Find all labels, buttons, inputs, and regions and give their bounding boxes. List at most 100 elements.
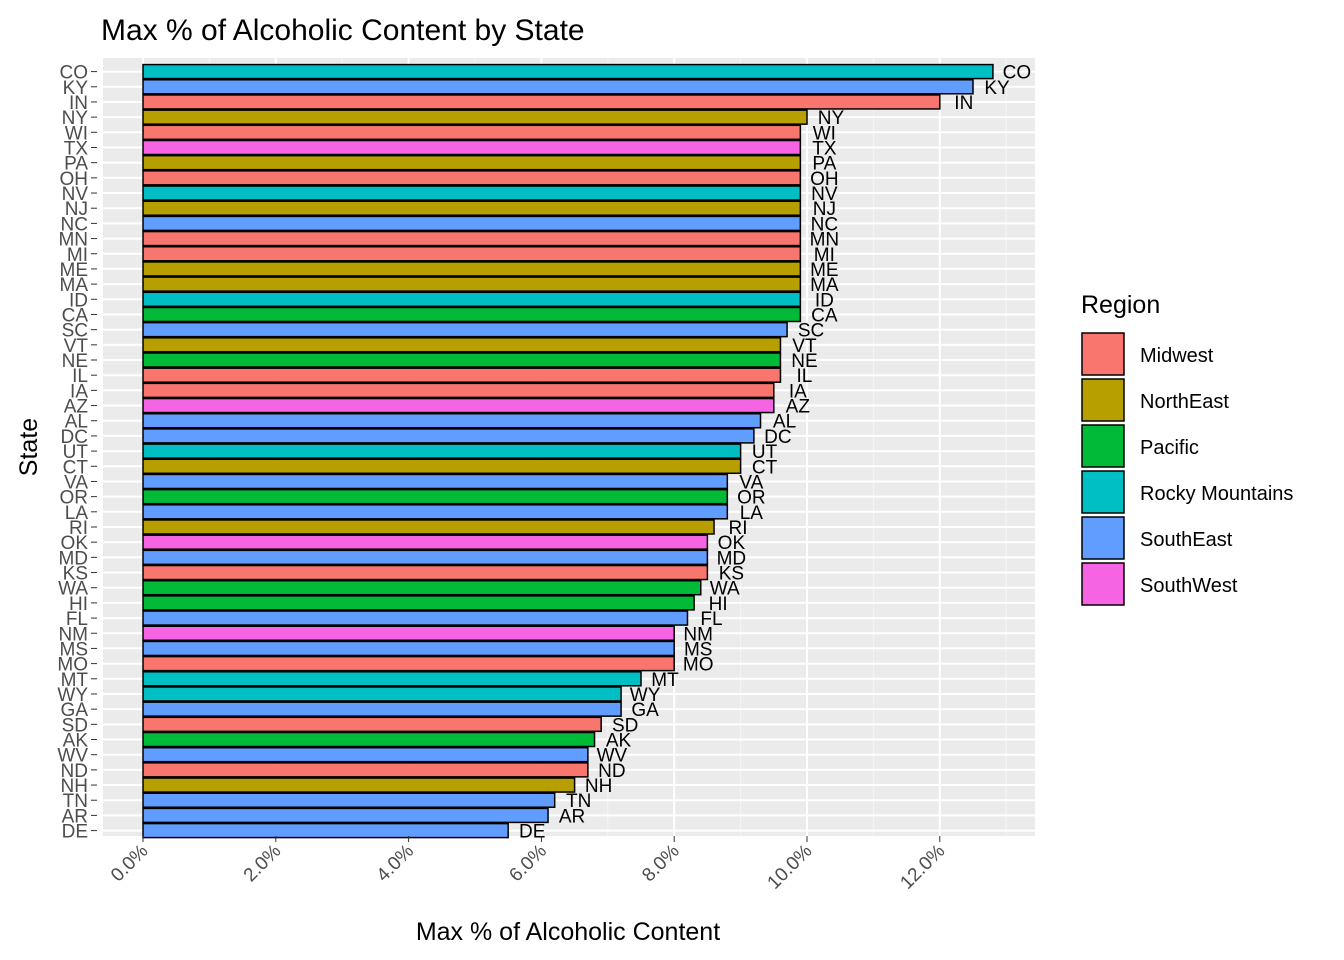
y-tick-label-ia: IA	[70, 381, 88, 402]
bar-label-ct: CT	[752, 457, 778, 478]
bar-label-id: ID	[815, 290, 834, 311]
y-tick-label-al: AL	[65, 412, 88, 433]
bar-tn	[142, 792, 556, 808]
x-tick-label: 4.0%	[373, 841, 419, 887]
y-tick-label-ne: NE	[62, 351, 88, 372]
bar-label-il: IL	[797, 366, 813, 387]
bars	[142, 63, 994, 839]
bar-label-fl: FL	[700, 609, 722, 630]
legend: Region Midwest NorthEast Pacific Rocky Moun…	[1081, 291, 1293, 606]
bar-ak	[142, 731, 596, 748]
legend-label-pacific: Pacific	[1140, 437, 1199, 459]
y-tick-label-ms: MS	[60, 639, 89, 660]
bar-label-mi: MI	[814, 245, 835, 266]
bar-md	[142, 549, 709, 566]
legend-key-midwest	[1081, 332, 1125, 376]
bar-label-vt: VT	[792, 336, 817, 357]
bar-label-de: DE	[519, 822, 545, 843]
legend-key-southwest	[1081, 562, 1125, 606]
bar-ct	[142, 458, 742, 475]
bar-wv	[142, 746, 589, 763]
bar-ut	[142, 443, 742, 459]
bar-label-ak: AK	[606, 731, 632, 752]
bar-nv	[142, 185, 802, 201]
bar-or	[142, 488, 729, 505]
x-tick-label: 8.0%	[638, 841, 684, 887]
bar-label-az: AZ	[786, 397, 811, 418]
bar-nc	[142, 215, 802, 232]
bar-mn	[142, 230, 802, 247]
legend-key-rocky-mountains	[1081, 470, 1125, 514]
y-tick-label-ga: GA	[61, 700, 89, 721]
y-tick-label-nh: NH	[61, 776, 88, 797]
legend-label-rocky-mountains: Rocky Mountains	[1140, 483, 1293, 505]
bar-label-nj: NJ	[813, 199, 836, 220]
x-tick-label: 2.0%	[240, 841, 286, 887]
y-tick-label-co: CO	[60, 63, 89, 84]
bar-wi	[142, 124, 802, 141]
bar-ny	[142, 109, 808, 125]
bar-label-ma: MA	[810, 275, 839, 296]
bar-label-tn: TN	[566, 791, 591, 812]
bar-ne	[142, 352, 782, 368]
bar-label-ks: KS	[719, 564, 744, 585]
bar-ms	[142, 640, 675, 657]
y-tick-label-nm: NM	[58, 624, 88, 645]
y-tick-label-ar: AR	[62, 806, 88, 827]
bar-wy	[142, 686, 622, 702]
y-tick-label-or: OR	[60, 488, 89, 509]
bar-label-la: LA	[740, 503, 764, 524]
bar-nd	[142, 762, 589, 778]
bar-label-tx: TX	[812, 138, 837, 159]
y-tick-label-ri: RI	[69, 518, 88, 539]
bar-label-ok: OK	[718, 533, 746, 554]
bar-label-nd: ND	[598, 761, 625, 782]
bar-hi	[142, 595, 695, 611]
bar-label-ny: NY	[818, 108, 845, 129]
legend-key-northeast	[1081, 378, 1125, 422]
bar-label-ne: NE	[791, 351, 817, 372]
bar-mt	[142, 671, 642, 687]
y-tick-label-il: IL	[72, 366, 88, 387]
bar-ar	[142, 807, 549, 824]
y-tick-label-la: LA	[65, 503, 89, 524]
bar-vt	[142, 337, 782, 353]
bar-id	[142, 291, 802, 308]
legend-label-southeast: SouthEast	[1140, 529, 1233, 551]
bar-label-me: ME	[810, 260, 839, 281]
y-tick-label-dc: DC	[61, 427, 88, 448]
y-tick-label-ks: KS	[63, 564, 88, 585]
bar-label-wv: WV	[597, 746, 628, 767]
x-tick-label: 6.0%	[505, 841, 551, 887]
bar-label-pa: PA	[812, 154, 836, 175]
y-tick-label-wy: WY	[57, 685, 88, 706]
y-tick-label-ky: KY	[63, 78, 89, 99]
bar-la	[142, 504, 729, 520]
y-tick-label-ak: AK	[63, 731, 89, 752]
bar-nm	[142, 625, 675, 641]
y-tick-label-ma: MA	[60, 275, 89, 296]
y-tick-label-sc: SC	[62, 321, 88, 342]
bar-pa	[142, 154, 802, 171]
bar-label-ut: UT	[752, 442, 778, 463]
bar-ma	[142, 276, 802, 292]
y-tick-label-az: AZ	[64, 397, 89, 418]
y-tick-label-ok: OK	[61, 533, 89, 554]
bar-oh	[142, 170, 802, 186]
bar-wa	[142, 579, 702, 596]
y-tick-label-tn: TN	[63, 791, 88, 812]
bar-label-oh: OH	[810, 169, 839, 190]
bar-ca	[142, 306, 802, 323]
bar-mi	[142, 246, 802, 262]
y-tick-label-tx: TX	[64, 138, 89, 159]
bar-label-nc: NC	[811, 214, 838, 235]
bar-label-sd: SD	[612, 715, 638, 736]
bar-co	[142, 63, 994, 80]
x-axis-title: Max % of Alcoholic Content	[416, 918, 720, 946]
y-tick-label-sd: SD	[62, 715, 88, 736]
bar-az	[142, 397, 775, 414]
bar-nj	[142, 200, 802, 216]
bar-ga	[142, 701, 622, 717]
